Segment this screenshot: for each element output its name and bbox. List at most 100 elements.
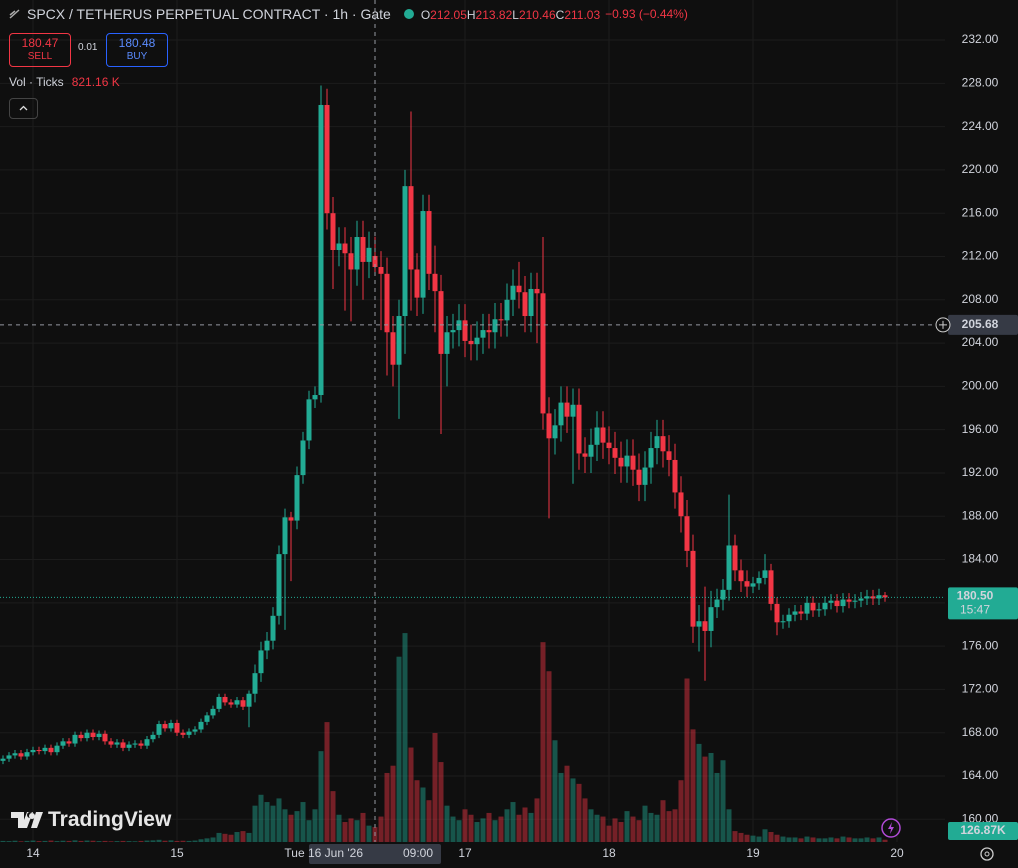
volume-bar xyxy=(162,840,168,842)
volume-bar xyxy=(66,840,72,842)
candle-body xyxy=(828,600,834,603)
volume-bar xyxy=(504,809,510,842)
volume-value: 821.16 K xyxy=(71,75,120,89)
candle-body xyxy=(114,742,120,745)
volume-bar xyxy=(666,811,672,842)
buy-label: BUY xyxy=(126,51,148,62)
candle-body xyxy=(222,696,228,703)
candle-body xyxy=(666,451,672,460)
candle-body xyxy=(36,750,42,752)
volume-bar xyxy=(0,840,6,842)
candle-body xyxy=(858,598,864,601)
ohlc-key: L xyxy=(512,8,519,22)
volume-bar xyxy=(210,837,216,842)
volume-bar xyxy=(684,678,690,842)
y-tick-label: 160.00 xyxy=(962,811,999,825)
candle-body xyxy=(60,741,66,746)
collapse-button[interactable] xyxy=(9,98,38,119)
volume-bar xyxy=(876,837,882,842)
volume-bar xyxy=(774,834,780,842)
volume-bar xyxy=(228,834,234,842)
volume-bar xyxy=(858,838,864,842)
candle-body xyxy=(192,729,198,732)
candle-body xyxy=(696,621,702,627)
collapse-icon xyxy=(19,105,28,111)
volume-bar xyxy=(306,820,312,842)
volume-bar xyxy=(450,816,456,842)
volume-bar xyxy=(564,765,570,842)
volume-bar xyxy=(342,822,348,842)
buy-button[interactable]: 180.48 BUY xyxy=(106,33,168,67)
volume-bar xyxy=(618,822,624,842)
candle-body xyxy=(516,285,522,293)
volume-bar xyxy=(174,840,180,842)
volume-bar xyxy=(738,832,744,842)
volume-bar xyxy=(78,840,84,842)
volume-bar xyxy=(816,838,822,842)
candle-body xyxy=(342,243,348,254)
crosshair-time-box xyxy=(309,844,441,864)
last-price-box xyxy=(948,587,1018,620)
candle-body xyxy=(168,722,174,729)
candle-body xyxy=(540,293,546,414)
y-tick-label: 228.00 xyxy=(962,76,999,90)
crosshair-price-box xyxy=(948,314,1018,335)
volume-bar xyxy=(96,841,102,842)
candle-body xyxy=(390,332,396,365)
volume-bar xyxy=(546,671,552,842)
candle-body xyxy=(42,747,48,752)
volume-bar xyxy=(660,800,666,842)
volume-bar xyxy=(624,811,630,842)
candle-body xyxy=(726,545,732,590)
volume-bar xyxy=(708,752,714,842)
candle-body xyxy=(774,603,780,623)
candle-body xyxy=(750,583,756,587)
candle-body xyxy=(216,696,222,709)
ohlc-value: 210.46 xyxy=(518,8,556,22)
symbol[interactable]: SPCX / TETHERUS PERPETUAL CONTRACT · 1h … xyxy=(27,6,391,22)
sell-button[interactable]: 180.47 SELL xyxy=(9,33,71,67)
volume-bar xyxy=(768,832,774,842)
candle-body xyxy=(180,732,186,735)
candle-body xyxy=(282,517,288,555)
volume-bar xyxy=(132,841,138,842)
candle-body xyxy=(840,599,846,607)
volume-bar xyxy=(600,816,606,842)
volume-bar xyxy=(252,805,258,842)
brand-logo xyxy=(11,812,43,828)
buy-price: 180.48 xyxy=(118,36,156,50)
ohlc-key: C xyxy=(555,8,565,22)
volume-bar xyxy=(714,772,720,842)
spread: 0.01 xyxy=(78,42,98,53)
volume-bar xyxy=(606,825,612,842)
x-tick-label: 17 xyxy=(458,846,472,860)
y-tick-label: 184.00 xyxy=(962,552,999,566)
volume-bar xyxy=(216,832,222,842)
candle-body xyxy=(510,285,516,300)
candle-body xyxy=(822,602,828,610)
candle-body xyxy=(846,599,852,602)
settings-icon[interactable] xyxy=(978,845,996,863)
volume-bar xyxy=(408,747,414,842)
candle-body xyxy=(504,299,510,321)
candle-body xyxy=(6,755,12,759)
volume-bar xyxy=(114,841,120,842)
volume-bar xyxy=(102,840,108,842)
candle-body xyxy=(396,316,402,365)
volume-bar xyxy=(762,829,768,842)
candle-body xyxy=(660,436,666,452)
candle-body xyxy=(294,475,300,521)
volume-bar xyxy=(258,794,264,842)
candle-body xyxy=(642,467,648,485)
x-tick-label: 18 xyxy=(602,846,616,860)
volume-bar xyxy=(630,816,636,842)
candle-body xyxy=(594,427,600,445)
candle-body xyxy=(690,550,696,627)
lightning-icon[interactable] xyxy=(880,817,902,839)
candle-body xyxy=(318,104,324,396)
candle-body xyxy=(564,402,570,417)
candle-body xyxy=(276,554,282,616)
y-tick-label: 192.00 xyxy=(962,465,999,479)
candle-body xyxy=(612,448,618,458)
candle-body xyxy=(252,673,258,694)
